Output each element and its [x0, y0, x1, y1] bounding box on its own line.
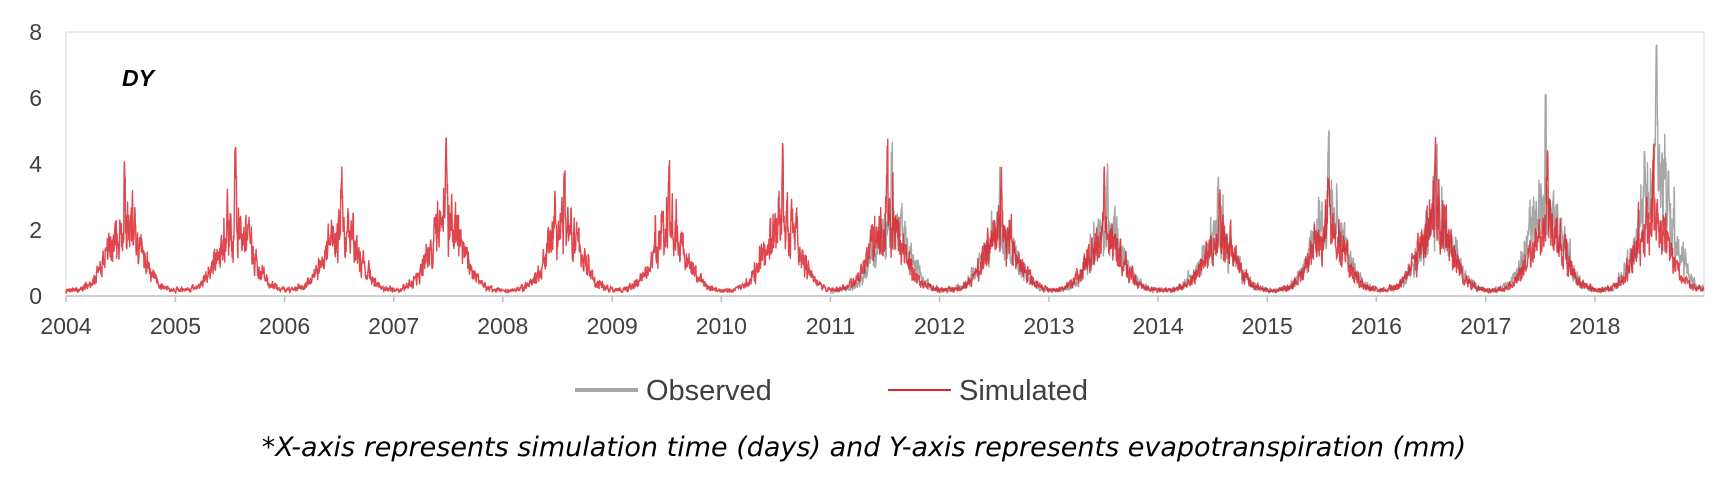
peak-point-simulated-2009: [668, 160, 670, 162]
peak-point-simulated-2018: [1652, 143, 1654, 145]
x-tick-label-2018: 2018: [1569, 313, 1620, 339]
x-tick-label-2013: 2013: [1023, 313, 1074, 339]
peak-point-observed-2018: [1655, 44, 1657, 46]
peak-point-observed-2011: [891, 140, 893, 142]
y-tick-label-8: 8: [29, 19, 42, 45]
peak-point-simulated-2005: [234, 147, 236, 149]
x-tick-label-2005: 2005: [150, 313, 201, 339]
peak-point-simulated-2015: [1328, 156, 1330, 158]
peak-point-simulated-2010: [782, 133, 784, 135]
legend-label-observed: Observed: [646, 375, 772, 407]
peak-point-observed-2013: [1106, 163, 1108, 165]
peak-point-simulated-2004: [124, 147, 126, 149]
series-line-observed: [830, 44, 1705, 295]
chart-area: 0 2 4 6 8 2004 2005 2006 2007 2008 2009 2010 2011 201…: [29, 19, 1705, 407]
peak-point-observed-2014: [1217, 176, 1219, 178]
chart-footnote: *X-axis represents simulation time (days…: [261, 432, 1467, 463]
y-tick-label-4: 4: [29, 151, 42, 177]
line-chart: 0 2 4 6 8 2004 2005 2006 2007 2008 2009 2010 2011 201…: [29, 19, 1705, 407]
peak-point-simulated-2017: [1546, 150, 1548, 152]
peak-point-simulated-2008: [563, 150, 565, 152]
y-tick-label-2: 2: [29, 217, 42, 243]
x-tick-label-2011: 2011: [806, 313, 855, 339]
x-tick-label-2010: 2010: [696, 313, 747, 339]
peak-point-simulated-2016: [1434, 137, 1436, 139]
peak-point-simulated-2006: [340, 156, 342, 158]
x-tick-label-2004: 2004: [40, 313, 91, 339]
x-tick-label-2015: 2015: [1242, 313, 1293, 339]
peak-point-observed-2015: [1328, 130, 1330, 132]
y-tick-label-6: 6: [29, 85, 42, 111]
y-tick-label-0: 0: [29, 283, 42, 309]
x-tick-label-2012: 2012: [914, 313, 965, 339]
x-tick-label-2017: 2017: [1460, 313, 1511, 339]
x-tick-label-2016: 2016: [1351, 313, 1402, 339]
legend-label-simulated: Simulated: [959, 375, 1088, 407]
series-line-simulated: [65, 136, 1705, 294]
peak-point-simulated-2007: [445, 133, 447, 135]
peak-point-observed-2017: [1545, 94, 1547, 96]
x-tick-label-2014: 2014: [1133, 313, 1184, 339]
peak-point-simulated-2012: [1000, 166, 1002, 168]
x-tick-label-2007: 2007: [368, 313, 419, 339]
panel-label: DY: [122, 65, 157, 91]
x-tick-label-2009: 2009: [587, 313, 638, 339]
x-tick-label-2006: 2006: [259, 313, 310, 339]
peak-point-simulated-2014: [1218, 183, 1220, 185]
peak-point-simulated-2011: [886, 137, 888, 139]
peak-point-simulated-2013: [1103, 163, 1105, 165]
x-tick-label-2008: 2008: [477, 313, 528, 339]
